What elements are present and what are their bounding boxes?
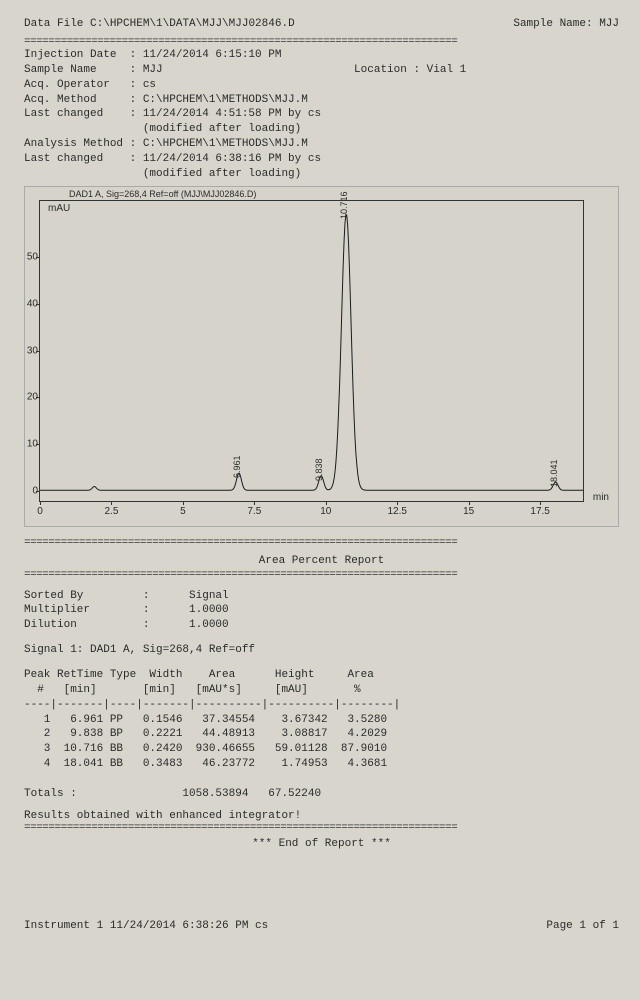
x-tick-label: 12.5 — [382, 506, 412, 517]
sample-name-label: Sample Name: — [513, 18, 592, 30]
footer-right: Page 1 of 1 — [546, 920, 619, 932]
x-tick-label: 5 — [168, 506, 198, 517]
data-file-path: C:\HPCHEM\1\DATA\MJJ\MJJ02846.D — [90, 18, 295, 30]
peak-label: 18.041 — [549, 459, 559, 487]
x-tick-label: 15 — [454, 506, 484, 517]
y-tick-label: 10 — [18, 439, 38, 450]
sample-name-value: MJJ — [599, 18, 619, 30]
y-tick-label: 20 — [18, 392, 38, 403]
x-tick-label: 10 — [311, 506, 341, 517]
separator-top: ========================================… — [24, 36, 619, 48]
chromatogram-chart: DAD1 A, Sig=268,4 Ref=off (MJJ\MJJ02846.… — [24, 186, 619, 527]
x-tick-label: 17.5 — [525, 506, 555, 517]
footer-left: Instrument 1 11/24/2014 6:38:26 PM cs — [24, 920, 268, 932]
metadata-block: Injection Date : 11/24/2014 6:15:10 PM S… — [24, 48, 619, 182]
area-report-title: Area Percent Report — [24, 555, 619, 567]
chromatogram-trace — [40, 201, 583, 501]
y-tick-label: 30 — [18, 345, 38, 356]
end-of-report: *** End of Report *** — [24, 838, 619, 850]
peak-label: 10.716 — [339, 191, 349, 219]
x-tick-label: 2.5 — [96, 506, 126, 517]
peak-table: Peak RetTime Type Width Area Height Area… — [24, 668, 619, 802]
x-axis-label: min — [593, 492, 609, 503]
y-tick-label: 50 — [18, 251, 38, 262]
signal-line: Signal 1: DAD1 A, Sig=268,4 Ref=off — [24, 643, 619, 658]
data-file-label: Data File — [24, 18, 83, 30]
x-tick-label: 7.5 — [239, 506, 269, 517]
peak-label: 9.838 — [314, 458, 324, 481]
y-tick-label: 0 — [18, 486, 38, 497]
x-tick-label: 0 — [25, 506, 55, 517]
separator-mid1: ========================================… — [24, 537, 619, 549]
separator-bottom: ========================================… — [24, 822, 619, 834]
footnote: Results obtained with enhanced integrato… — [24, 810, 619, 822]
separator-mid2: ========================================… — [24, 569, 619, 581]
report-params: Sorted By : Signal Multiplier : 1.0000 D… — [24, 589, 619, 634]
y-tick-label: 40 — [18, 298, 38, 309]
peak-label: 6.961 — [232, 455, 242, 478]
